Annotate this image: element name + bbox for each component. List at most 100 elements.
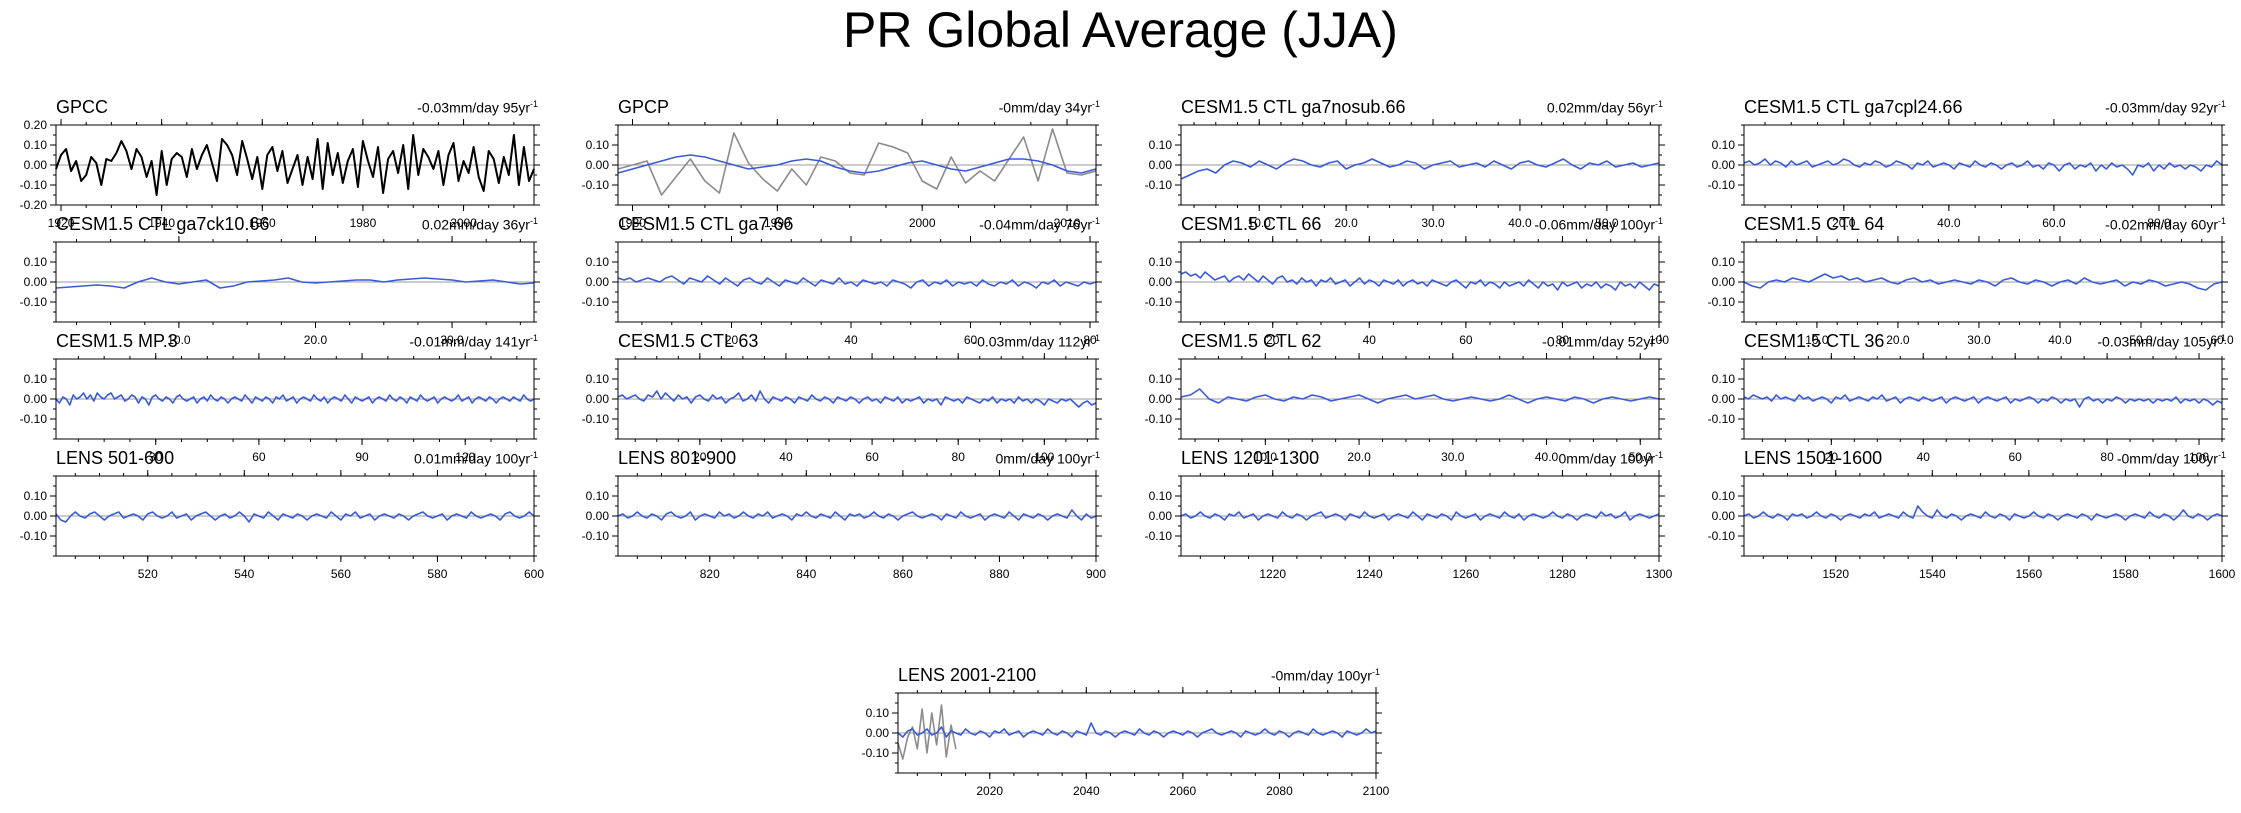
y-tick-label: 0.10 (866, 706, 890, 720)
chart-panel: CESM1.5 CTL 36 -0.03mm/day 105yr-1 0.10 0.0… (1688, 329, 2228, 479)
x-tick-label: 10.0 (1248, 216, 1272, 230)
x-tick-label: 600 (524, 567, 544, 581)
chart-trend-exponent: -1 (2217, 99, 2226, 109)
series-line-model (1180, 271, 1660, 291)
y-tick-label: 0.10 (1149, 489, 1173, 503)
x-tick-label: 40 (779, 450, 793, 464)
y-tick-label: 0.00 (24, 275, 48, 289)
y-tick-label: 0.10 (24, 372, 48, 386)
chart-panel: GPCC -0.03mm/day 95yr-1 0.20 0.10 0.00 -0.10-… (0, 95, 540, 245)
x-tick-label: 580 (427, 567, 447, 581)
x-tick-label: 60 (1459, 333, 1473, 347)
chart-trend-text: 0mm/day 100yr (995, 450, 1092, 467)
chart-panel: LENS 801-900 0mm/day 100yr-1 0.10 0.00 -0.10… (562, 446, 1107, 596)
chart-trend-exponent: -1 (2217, 333, 2226, 343)
chart-plot: 0.10 0.00 -0.10 20 40 60 80 100 (1708, 353, 2228, 464)
chart-plot: 0.10 0.00 -0.10 1220 1240 1260 1280 1300 (1145, 470, 1673, 581)
x-tick-label: 10.0 (1254, 450, 1278, 464)
chart-trend-text: -0.03mm/day 95yr (417, 99, 530, 116)
chart-trend-text: -0.03mm/day 112yr (972, 333, 1092, 350)
chart-trend-exponent: -1 (1371, 667, 1380, 677)
chart-title: CESM1.5 CTL ga7nosub.66 (1181, 97, 1406, 117)
y-tick-label: 0.00 (1149, 158, 1173, 172)
series-line-model (617, 390, 1097, 408)
x-tick-label: 20 (693, 450, 707, 464)
chart-trend: -0mm/day 100yr-1 (2117, 450, 2226, 467)
x-tick-label: 1560 (2016, 567, 2043, 581)
chart-trend: 0.01mm/day 100yr-1 (414, 450, 538, 467)
chart-title: CESM1.5 MP.3 (56, 331, 178, 351)
y-tick-label: -0.10 (582, 295, 610, 309)
chart-plot: 0.10 0.00 -0.10 1980 1990 2000 2010 (582, 119, 1102, 230)
chart-trend: 0mm/day 100yr-1 (996, 450, 1101, 467)
chart-title: LENS 501-600 (56, 448, 175, 468)
chart-title: CESM1.5 CTL 66 (1181, 214, 1322, 234)
chart-trend-exponent: -1 (1654, 333, 1663, 343)
chart-trend-exponent: -1 (2217, 216, 2226, 226)
x-tick-label: 10.0 (167, 333, 191, 347)
y-tick-label: 0.10 (1712, 138, 1736, 152)
x-tick-label: 40.0 (1535, 450, 1559, 464)
chart-panel: GPCP -0mm/day 34yr-1 0.10 0.00 -0.10 1980 1990… (562, 95, 1102, 245)
chart-title: GPCC (56, 97, 109, 117)
chart-plot: 0.10 0.00 -0.10 2020 2040 2060 2080 2100 (862, 687, 1390, 798)
x-tick-label: 100 (1649, 333, 1669, 347)
series-line-gpcc (55, 134, 535, 196)
chart-panel: LENS 1201-1300 0mm/day 100yr-1 0.10 0.00 -0.… (1125, 446, 1673, 596)
chart-plot: 0.10 0.00 -0.10 1520 1540 1560 1580 1600 (1708, 470, 2236, 581)
chart-plot: 0.10 0.00 -0.10 520 540 560 580 600 (20, 470, 544, 581)
x-tick-label: 2000 (450, 216, 477, 230)
x-tick-label: 1940 (148, 216, 175, 230)
chart-trend-text: -0.03mm/day 92yr (2105, 99, 2218, 116)
x-tick-label: 40 (1917, 450, 1931, 464)
y-tick-label: -0.10 (1145, 295, 1173, 309)
y-tick-label: 0.20 (24, 118, 48, 132)
chart-trend: -0.02mm/day 60yr-1 (2105, 216, 2226, 233)
x-tick-label: 20 (1825, 450, 1839, 464)
y-tick-label: 0.00 (586, 392, 610, 406)
y-tick-label: 0.00 (1712, 392, 1736, 406)
chart-title: GPCP (618, 97, 670, 117)
x-tick-label: 1920 (48, 216, 75, 230)
x-tick-label: 60 (964, 333, 978, 347)
chart-plot: 0.10 0.00 -0.10 20 40 60 80 100 (1145, 236, 1669, 347)
y-tick-label: 0.00 (586, 158, 610, 172)
y-tick-label: 0.00 (1149, 509, 1173, 523)
chart-trend-text: -0.03mm/day 105yr (2097, 333, 2218, 350)
y-tick-label: 0.00 (24, 158, 48, 172)
x-tick-label: 80 (952, 450, 966, 464)
y-tick-label: -0.10 (1708, 295, 1736, 309)
y-tick-label: 0.00 (1712, 275, 1736, 289)
chart-trend-text: -0.06mm/day 100yr (1534, 216, 1655, 233)
series-line-model (1180, 158, 1660, 180)
chart-plot: 0.10 0.00 -0.10 10.0 20.0 30.0 40.0 50.0 (1145, 119, 1665, 230)
chart-panel: CESM1.5 CTL 63 -0.03mm/day 112yr-1 0.10 0.0… (562, 329, 1102, 479)
x-tick-label: 80.0 (2147, 216, 2171, 230)
chart-trend: -0mm/day 100yr-1 (1271, 667, 1380, 684)
y-tick-label: 0.00 (1149, 275, 1173, 289)
x-tick-label: 20.0 (1347, 450, 1371, 464)
series-line-gpcp-obs (617, 128, 1097, 196)
chart-trend-exponent: -1 (1091, 99, 1100, 109)
x-tick-label: 2040 (1073, 784, 1100, 798)
y-tick-label: 0.10 (24, 489, 48, 503)
x-tick-label: 2060 (1170, 784, 1197, 798)
x-tick-label: 40.0 (1937, 216, 1961, 230)
y-tick-label: -0.10 (1145, 529, 1173, 543)
x-tick-label: 40 (844, 333, 858, 347)
y-tick-label: 0.10 (586, 255, 610, 269)
y-tick-label: -0.10 (1708, 178, 1736, 192)
y-tick-label: 0.00 (24, 392, 48, 406)
x-tick-label: 1980 (619, 216, 646, 230)
x-tick-label: 80 (1083, 333, 1097, 347)
chart-trend-exponent: -1 (529, 99, 538, 109)
series-line-model (55, 392, 535, 406)
x-tick-label: 60 (252, 450, 266, 464)
x-tick-label: 40.0 (1508, 216, 1532, 230)
series-line-model (55, 511, 535, 523)
chart-title: CESM1.5 CTL ga7.66 (618, 214, 794, 234)
chart-title: CESM1.5 CTL 63 (618, 331, 759, 351)
series-line-model (1743, 158, 2223, 176)
y-tick-label: -0.20 (20, 198, 48, 212)
